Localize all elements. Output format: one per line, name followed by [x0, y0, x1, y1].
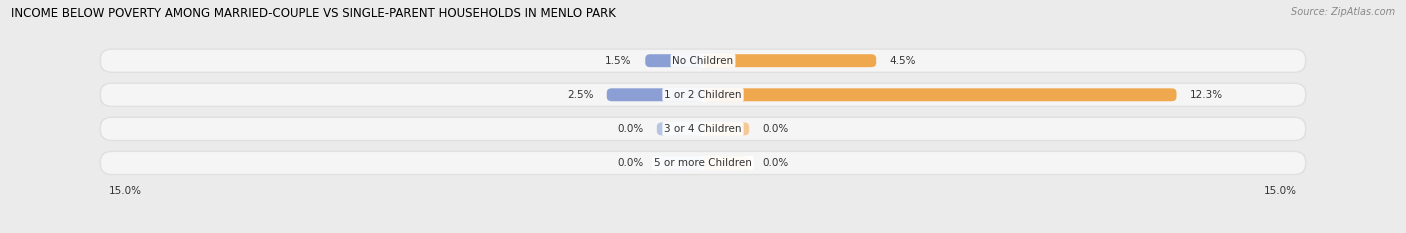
Text: 1.5%: 1.5%: [605, 56, 631, 66]
FancyBboxPatch shape: [100, 82, 1306, 107]
Text: 0.0%: 0.0%: [617, 124, 644, 134]
FancyBboxPatch shape: [101, 152, 1305, 174]
FancyBboxPatch shape: [703, 122, 749, 135]
Text: 4.5%: 4.5%: [890, 56, 917, 66]
FancyBboxPatch shape: [703, 88, 1177, 101]
FancyBboxPatch shape: [657, 157, 703, 169]
Text: 0.0%: 0.0%: [762, 124, 789, 134]
Text: 12.3%: 12.3%: [1189, 90, 1223, 100]
FancyBboxPatch shape: [100, 116, 1306, 141]
Text: 5 or more Children: 5 or more Children: [654, 158, 752, 168]
FancyBboxPatch shape: [101, 84, 1305, 106]
FancyBboxPatch shape: [657, 122, 703, 135]
Text: No Children: No Children: [672, 56, 734, 66]
FancyBboxPatch shape: [703, 54, 876, 67]
Text: 1 or 2 Children: 1 or 2 Children: [664, 90, 742, 100]
Text: 0.0%: 0.0%: [617, 158, 644, 168]
FancyBboxPatch shape: [100, 151, 1306, 175]
FancyBboxPatch shape: [607, 88, 703, 101]
Text: INCOME BELOW POVERTY AMONG MARRIED-COUPLE VS SINGLE-PARENT HOUSEHOLDS IN MENLO P: INCOME BELOW POVERTY AMONG MARRIED-COUPL…: [11, 7, 616, 20]
FancyBboxPatch shape: [101, 50, 1305, 72]
Text: Source: ZipAtlas.com: Source: ZipAtlas.com: [1291, 7, 1395, 17]
Text: 3 or 4 Children: 3 or 4 Children: [664, 124, 742, 134]
FancyBboxPatch shape: [645, 54, 703, 67]
FancyBboxPatch shape: [100, 48, 1306, 73]
Text: 0.0%: 0.0%: [762, 158, 789, 168]
FancyBboxPatch shape: [703, 157, 749, 169]
Legend: Married Couples, Single Parents: Married Couples, Single Parents: [599, 231, 807, 233]
FancyBboxPatch shape: [101, 118, 1305, 140]
Text: 2.5%: 2.5%: [567, 90, 593, 100]
